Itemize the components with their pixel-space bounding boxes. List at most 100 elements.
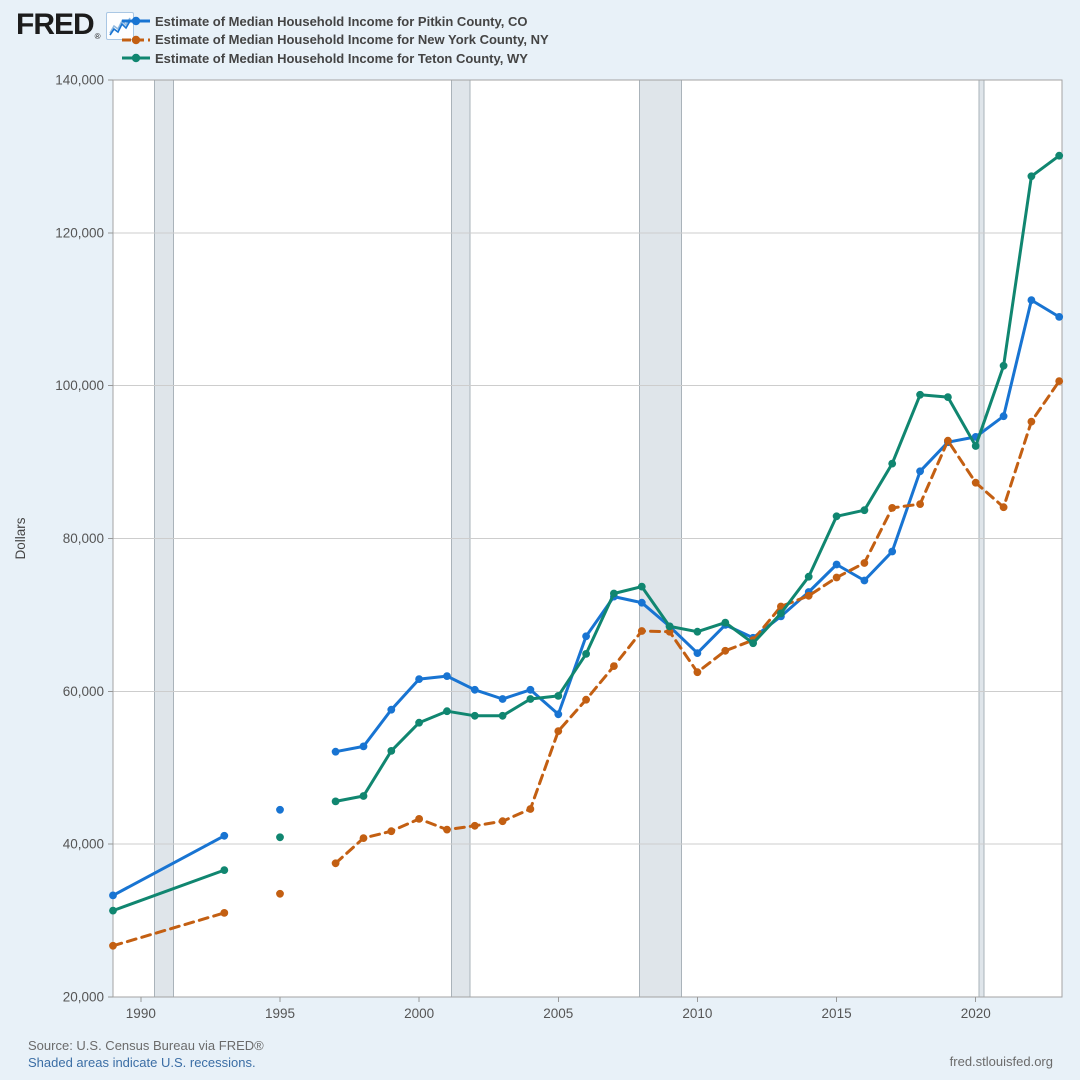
source-text: Source: U.S. Census Bureau via FRED® (28, 1038, 264, 1053)
x-tick-label: 1995 (265, 1006, 295, 1021)
data-point-1 (1055, 377, 1064, 385)
data-point-1 (109, 941, 117, 950)
x-tick-label: 2000 (404, 1006, 434, 1021)
data-point-1 (276, 889, 284, 898)
y-tick-label: 40,000 (63, 837, 104, 852)
data-point-1 (610, 662, 618, 670)
data-point-2 (387, 747, 396, 755)
legend-marker-icon (122, 17, 150, 26)
data-point-0 (582, 632, 590, 641)
data-point-1 (415, 815, 423, 823)
data-point-0 (888, 547, 897, 556)
data-point-0 (526, 685, 535, 694)
data-point-1 (860, 559, 869, 567)
data-point-1 (220, 909, 229, 917)
data-point-0 (832, 560, 841, 569)
legend: Estimate of Median Household Income for … (122, 12, 549, 68)
data-point-1 (387, 827, 396, 836)
y-tick-label: 100,000 (55, 378, 104, 393)
fred-logo-text: FRED (16, 8, 95, 41)
data-point-1 (944, 436, 952, 445)
data-point-0 (220, 831, 229, 840)
data-point-2 (526, 695, 535, 703)
y-tick-label: 20,000 (63, 990, 104, 1005)
data-point-1 (582, 695, 590, 704)
legend-label: Estimate of Median Household Income for … (155, 13, 528, 29)
data-point-2 (999, 361, 1008, 370)
data-point-2 (693, 627, 702, 636)
data-point-2 (832, 512, 841, 521)
data-point-2 (470, 711, 479, 720)
series-line-2 (111, 868, 226, 913)
data-point-2 (860, 506, 869, 515)
data-point-2 (749, 639, 757, 648)
data-point-0 (637, 598, 646, 607)
legend-item-0[interactable]: Estimate of Median Household Income for … (122, 12, 549, 31)
data-point-2 (554, 692, 563, 700)
legend-label: Estimate of Median Household Income for … (155, 50, 528, 66)
data-point-0 (331, 747, 340, 756)
data-point-1 (721, 646, 730, 655)
data-point-0 (498, 695, 507, 703)
data-point-1 (888, 504, 897, 512)
data-point-1 (637, 627, 646, 635)
legend-item-2[interactable]: Estimate of Median Household Income for … (122, 49, 549, 68)
data-point-2 (804, 572, 813, 581)
data-point-2 (1027, 172, 1036, 181)
x-tick-label: 2005 (543, 1006, 573, 1021)
data-point-0 (109, 891, 117, 900)
data-point-1 (470, 821, 479, 830)
legend-item-1[interactable]: Estimate of Median Household Income for … (122, 31, 549, 50)
y-axis-title: Dollars (13, 517, 28, 559)
data-point-2 (1055, 151, 1064, 160)
data-point-1 (999, 503, 1008, 512)
data-point-2 (276, 833, 284, 842)
data-point-2 (109, 906, 117, 915)
series-line-0 (111, 834, 226, 897)
data-point-0 (359, 742, 368, 751)
data-point-2 (721, 618, 730, 627)
y-tick-label: 60,000 (63, 684, 104, 699)
data-point-2 (916, 390, 924, 399)
data-point-1 (359, 834, 368, 842)
x-tick-label: 1990 (126, 1006, 156, 1021)
data-point-0 (916, 467, 924, 476)
data-point-1 (832, 573, 841, 582)
x-tick-label: 2020 (961, 1006, 991, 1021)
data-point-2 (443, 707, 451, 716)
data-point-2 (971, 442, 980, 450)
data-point-1 (554, 727, 563, 735)
data-point-2 (582, 650, 590, 658)
data-point-1 (916, 500, 924, 508)
data-point-0 (999, 412, 1008, 421)
data-point-0 (276, 805, 284, 814)
data-point-1 (526, 805, 535, 813)
x-tick-label: 2010 (682, 1006, 712, 1021)
data-point-2 (331, 797, 340, 806)
data-point-2 (220, 866, 229, 874)
legend-marker-icon (122, 35, 150, 44)
footer: Source: U.S. Census Bureau via FRED® Sha… (28, 1037, 264, 1071)
data-point-1 (443, 825, 451, 834)
data-point-2 (359, 792, 368, 800)
data-point-2 (777, 609, 785, 618)
data-point-1 (804, 591, 813, 600)
data-point-0 (387, 705, 396, 714)
y-tick-label: 80,000 (63, 531, 104, 546)
legend-marker-icon (122, 54, 150, 63)
data-point-2 (498, 711, 507, 720)
data-point-0 (443, 672, 451, 680)
x-tick-label: 2015 (822, 1006, 852, 1021)
data-point-1 (498, 817, 507, 826)
data-point-1 (1027, 417, 1036, 426)
data-point-0 (415, 675, 423, 683)
data-point-0 (1027, 296, 1036, 304)
legend-label: Estimate of Median Household Income for … (155, 32, 549, 48)
series-line-1 (111, 911, 226, 948)
data-point-0 (470, 685, 479, 694)
y-tick-label: 140,000 (55, 73, 104, 88)
data-point-2 (888, 459, 897, 468)
data-point-2 (665, 622, 674, 631)
recession-note-link[interactable]: Shaded areas indicate U.S. recessions. (28, 1055, 256, 1070)
